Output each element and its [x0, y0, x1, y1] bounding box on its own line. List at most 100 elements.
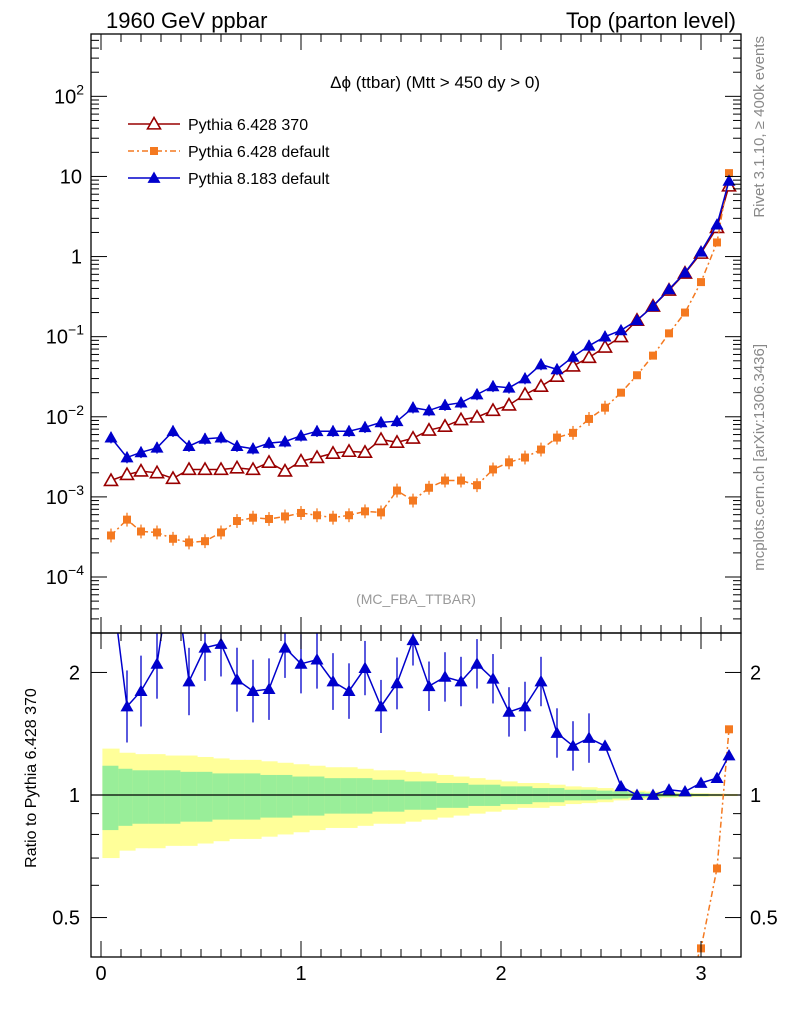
- data-point: [553, 433, 561, 442]
- uncertainty-band-inner: [228, 773, 246, 820]
- data-point: [441, 476, 449, 485]
- data-point: [633, 371, 641, 380]
- ratio-point: [105, 572, 118, 583]
- y-tick-label: 1: [71, 247, 82, 269]
- data-point: [521, 453, 529, 462]
- data-point: [293, 452, 309, 467]
- ratio-point: [134, 684, 148, 696]
- uncertainty-band-inner: [132, 770, 150, 824]
- data-point: [197, 461, 213, 476]
- ratio-point: [342, 684, 356, 696]
- ratio-point: [678, 784, 692, 797]
- data-point: [245, 461, 261, 476]
- ratio-point: [390, 676, 404, 689]
- data-point: [505, 458, 513, 467]
- uncertainty-band-inner: [102, 765, 120, 831]
- data-point: [374, 415, 388, 428]
- data-point: [345, 511, 353, 520]
- ratio-point: [422, 679, 436, 692]
- data-point: [422, 403, 436, 416]
- legend-item: Pythia 8.183 default: [128, 171, 330, 188]
- data-point: [550, 362, 564, 375]
- x-tick-label: 1: [295, 963, 306, 985]
- header-right: Top (parton level): [566, 8, 736, 33]
- ratio-point: [646, 788, 660, 800]
- y-tick-label: 10−2: [46, 402, 84, 429]
- uncertainty-band-inner: [388, 779, 406, 812]
- ratio-point: [374, 699, 388, 712]
- data-point: [566, 350, 580, 362]
- data-point: [470, 387, 484, 400]
- ratio-series-0: [681, 725, 733, 995]
- ratio-point: [722, 749, 736, 761]
- ratio-point: [566, 739, 580, 751]
- data-point: [549, 368, 565, 382]
- data-point: [103, 472, 119, 487]
- ratio-point: [246, 684, 260, 696]
- data-point: [342, 424, 356, 437]
- ratio-point: [230, 673, 244, 685]
- data-point: [537, 445, 545, 454]
- uncertainty-band-inner: [292, 776, 310, 816]
- ratio-point: [438, 670, 452, 682]
- data-point: [534, 357, 548, 370]
- plot-title: Δϕ (ttbar) (Mtt > 450 dy > 0): [330, 73, 540, 92]
- data-point: [294, 429, 308, 441]
- data-point: [585, 414, 593, 423]
- data-point: [249, 513, 257, 522]
- data-point: [646, 299, 660, 312]
- data-point: [265, 514, 273, 523]
- ratio-point: [518, 699, 532, 712]
- data-point: [473, 481, 481, 490]
- y-tick-label: 10−1: [46, 322, 84, 349]
- ratio-axis-label: Ratio to Pythia 6.428 370: [23, 688, 40, 868]
- ratio-point: [614, 779, 628, 792]
- data-point: [281, 512, 289, 521]
- data-point: [341, 443, 357, 458]
- data-point: [409, 496, 417, 505]
- data-point: [713, 238, 721, 247]
- data-point: [261, 454, 277, 469]
- data-point: [485, 402, 501, 417]
- ratio-point: [681, 987, 689, 995]
- ratio-y-tick-label-left: 2: [69, 662, 80, 684]
- data-point: [133, 462, 149, 477]
- data-point: [309, 449, 325, 464]
- ratio-y-tick-label-left: 1: [69, 785, 80, 807]
- data-point: [393, 486, 401, 495]
- ratio-point: [120, 699, 134, 712]
- ratio-point: [598, 739, 612, 751]
- data-point: [405, 430, 421, 444]
- uncertainty-band-inner: [164, 770, 182, 824]
- data-point: [678, 266, 692, 278]
- uncertainty-band-inner: [180, 771, 198, 822]
- y-tick-label: 10−3: [46, 482, 84, 509]
- ratio-y-axis: 0.5 0.5 1 1 2 2: [52, 662, 778, 958]
- uncertainty-band-inner: [356, 778, 374, 814]
- data-point: [137, 527, 145, 536]
- data-point: [313, 511, 321, 520]
- ratio-point: [182, 675, 196, 687]
- series-0: [103, 177, 737, 487]
- rivet-label: Rivet 3.1.10, ≥ 400k events: [751, 36, 768, 218]
- series-line: [110, 180, 730, 459]
- uncertainty-band-inner: [196, 771, 214, 822]
- data-point: [662, 282, 676, 295]
- data-point: [357, 444, 373, 459]
- legend-marker: [146, 115, 162, 130]
- data-point: [214, 431, 228, 443]
- data-point: [517, 386, 533, 401]
- series-2: [104, 174, 736, 464]
- data-point: [246, 442, 260, 454]
- data-point: [406, 401, 420, 413]
- data-point: [120, 451, 134, 463]
- data-point: [598, 330, 612, 342]
- data-point: [297, 508, 305, 517]
- ratio-point: [534, 675, 548, 687]
- data-point: [457, 476, 465, 485]
- data-point: [617, 388, 625, 397]
- data-point: [454, 396, 468, 408]
- series-line: [110, 172, 730, 544]
- data-point: [725, 169, 733, 178]
- y-tick-label: 10−4: [46, 562, 84, 589]
